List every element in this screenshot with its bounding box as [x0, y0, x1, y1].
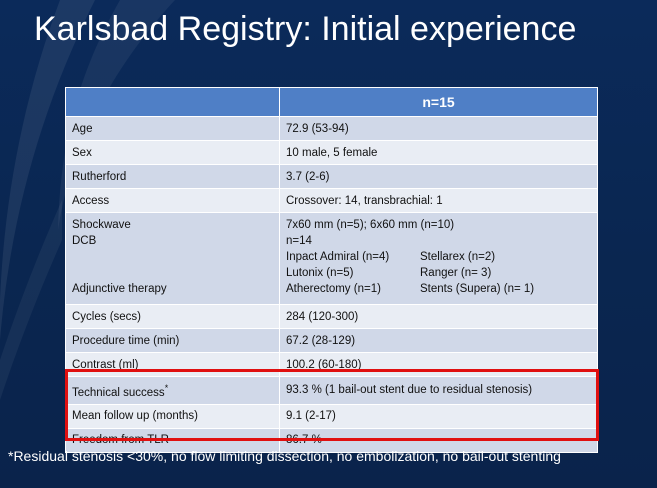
row-label: Access: [65, 188, 280, 213]
device-right: Stents (Supera) (n= 1): [420, 283, 535, 295]
row-label: Age: [65, 116, 280, 141]
row-value: Crossover: 14, transbrachial: 1: [279, 188, 598, 213]
row-value: 3.7 (2-6): [279, 164, 598, 189]
row-label: Rutherford: [65, 164, 280, 189]
row-value: 93.3 % (1 bail-out stent due to residual…: [279, 376, 598, 405]
device-line: Atherectomy (n=1) Stents (Supera) (n= 1): [286, 281, 591, 297]
row-value: 284 (120-300): [279, 304, 598, 329]
value-dcb: n=14: [286, 235, 312, 247]
table-row: Sex 10 male, 5 female: [65, 140, 598, 165]
device-line: Lutonix (n=5) Ranger (n= 3): [286, 265, 591, 281]
label-dcb: DCB: [72, 235, 97, 247]
table-row-highlighted: Mean follow up (months) 9.1 (2-17): [65, 403, 598, 429]
row-value: 9.1 (2-17): [279, 403, 598, 429]
device-left: Inpact Admiral (n=4): [286, 251, 390, 263]
device-right: Ranger (n= 3): [420, 267, 492, 279]
slide-title: Karlsbad Registry: Initial experience: [34, 10, 577, 48]
device-left: Atherectomy (n=1): [286, 283, 381, 295]
device-right: Stellarex (n=2): [420, 251, 496, 263]
row-label: Sex: [65, 140, 280, 165]
device-line: Inpact Admiral (n=4) Stellarex (n=2): [286, 249, 591, 265]
table-row: Contrast (ml) 100.2 (60-180): [65, 352, 598, 377]
table-header-label-column: [65, 87, 280, 117]
row-label: Cycles (secs): [65, 304, 280, 329]
table-row: Cycles (secs) 284 (120-300): [65, 304, 598, 329]
row-value: 10 male, 5 female: [279, 140, 598, 165]
value-shockwave: 7x60 mm (n=5); 6x60 mm (n=10): [286, 219, 455, 231]
row-value: 100.2 (60-180): [279, 352, 598, 377]
table-row-highlighted: Technical success* 93.3 % (1 bail-out st…: [65, 376, 598, 405]
table-row: Procedure time (min) 67.2 (28-129): [65, 328, 598, 353]
footnote: *Residual stenosis <30%, no flow limitin…: [8, 448, 561, 464]
row-label-stack: Shockwave DCB Adjunctive therapy: [65, 212, 280, 305]
row-label: Freedom from TLR: [65, 427, 280, 453]
registry-table: n=15 Age 72.9 (53-94) Sex 10 male, 5 fem…: [65, 87, 598, 453]
label-shockwave: Shockwave: [72, 219, 131, 231]
table-row-procedure: Shockwave DCB Adjunctive therapy 7x60 mm…: [65, 212, 598, 305]
row-label: Contrast (ml): [65, 352, 280, 377]
device-left: Lutonix (n=5): [286, 267, 354, 279]
label-adjunctive-therapy: Adjunctive therapy: [72, 283, 167, 295]
registry-table-container: n=15 Age 72.9 (53-94) Sex 10 male, 5 fem…: [65, 87, 598, 453]
table-row: Access Crossover: 14, transbrachial: 1: [65, 188, 598, 213]
row-label: Procedure time (min): [65, 328, 280, 353]
row-value: 67.2 (28-129): [279, 328, 598, 353]
table-header-n-column: n=15: [279, 87, 598, 117]
table-row: Age 72.9 (53-94): [65, 116, 598, 141]
table-row: Rutherford 3.7 (2-6): [65, 164, 598, 189]
row-label: Technical success*: [65, 376, 280, 405]
row-value: 72.9 (53-94): [279, 116, 598, 141]
row-label: Mean follow up (months): [65, 403, 280, 429]
row-label-text: Technical success: [72, 386, 165, 399]
table-header-row: n=15: [65, 87, 598, 117]
footnote-marker: *: [164, 383, 169, 393]
row-value-stack: 7x60 mm (n=5); 6x60 mm (n=10) n=14 Inpac…: [279, 212, 598, 305]
